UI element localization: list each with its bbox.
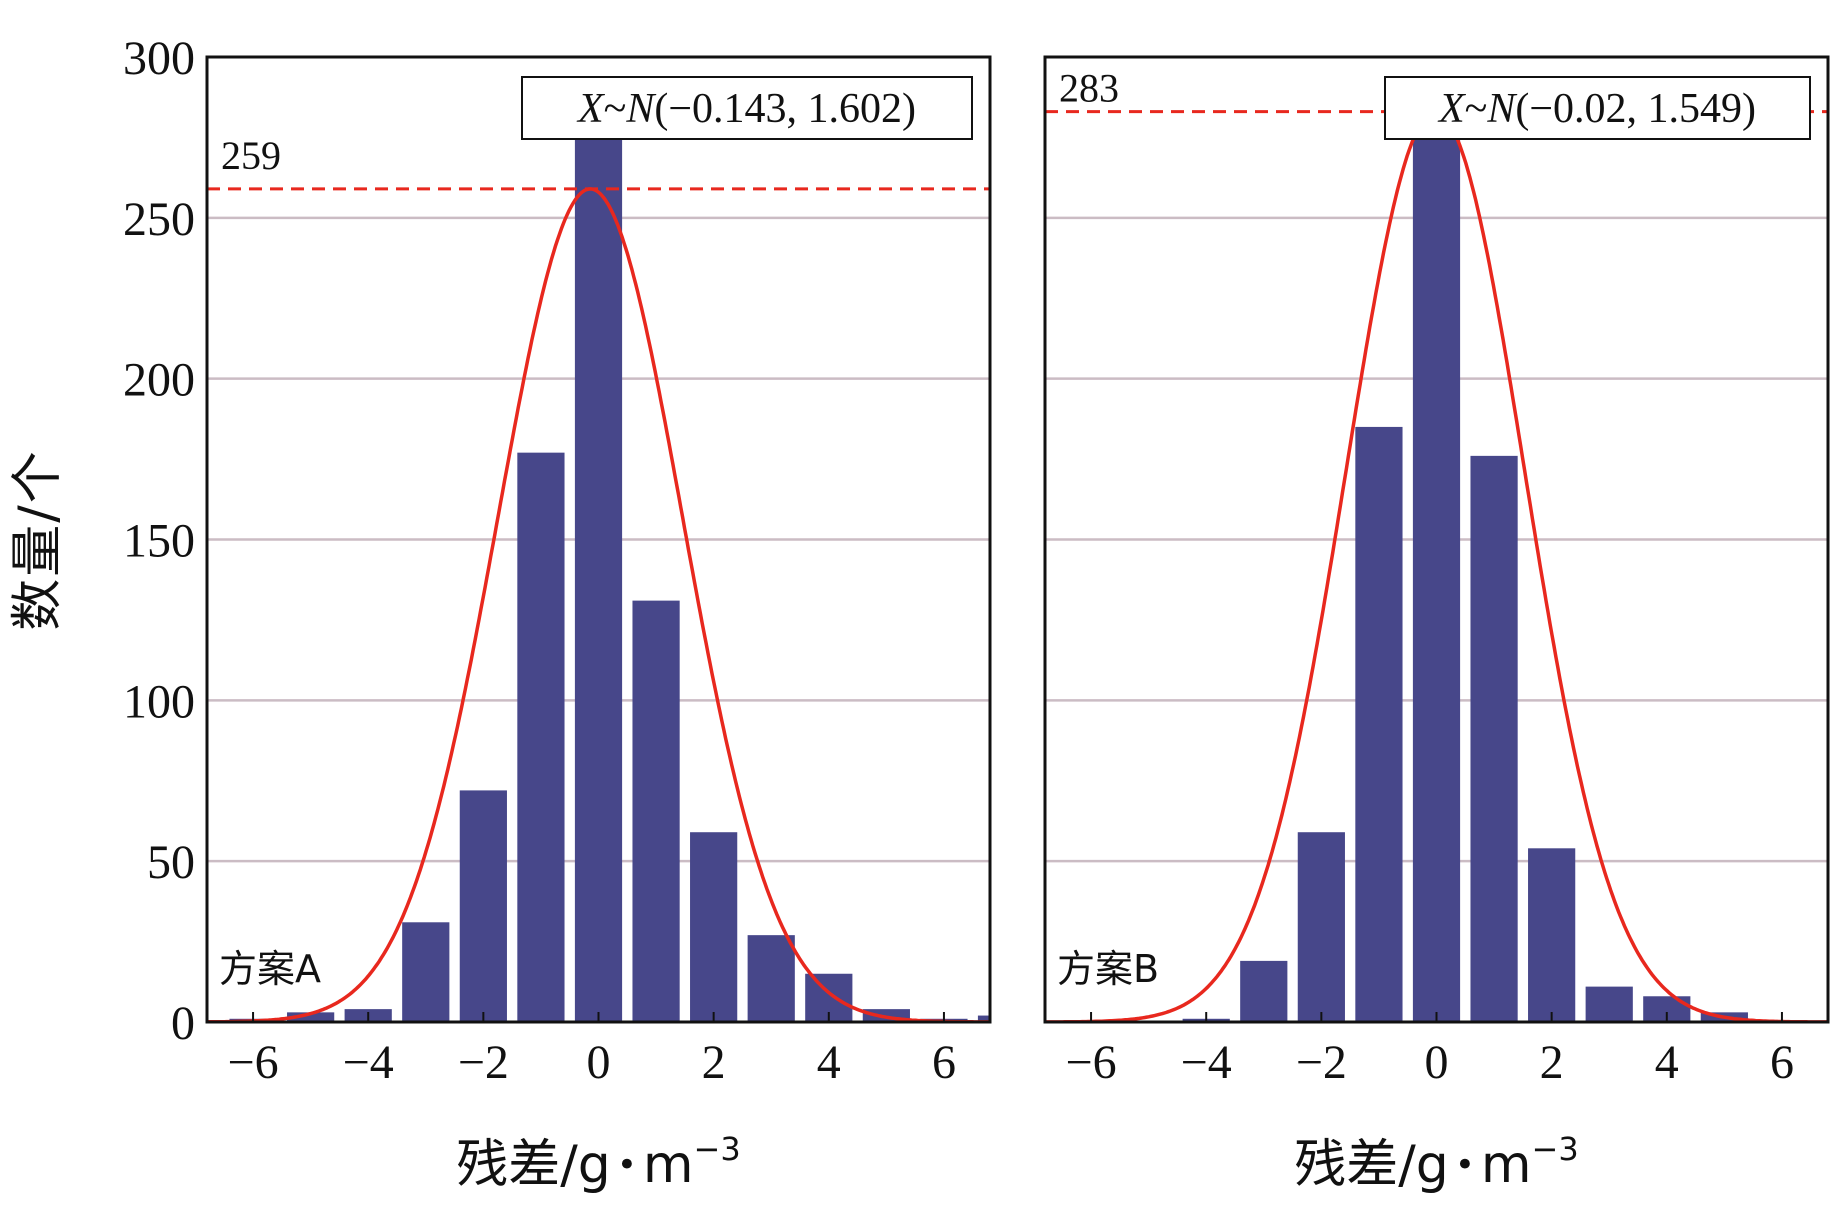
distribution-label-part: X bbox=[1437, 86, 1467, 132]
x-tick-label: −2 bbox=[458, 1036, 509, 1089]
x-axis-title-dot: • bbox=[617, 1145, 637, 1185]
peak-value-label: 259 bbox=[221, 133, 281, 178]
histogram-bar bbox=[459, 790, 507, 1022]
x-tick-label: 2 bbox=[702, 1036, 726, 1089]
histogram-bar bbox=[402, 922, 450, 1022]
distribution-label-part: (−0.143, 1.602) bbox=[654, 86, 916, 132]
peak-value-label: 283 bbox=[1059, 66, 1119, 111]
y-tick-label: 0 bbox=[171, 997, 195, 1050]
x-tick-label: −6 bbox=[1066, 1036, 1117, 1089]
y-axis-title: 数量/个 bbox=[8, 449, 68, 631]
distribution-box bbox=[521, 76, 973, 140]
distribution-label-part: X bbox=[576, 86, 606, 132]
x-tick-label: 2 bbox=[1540, 1036, 1564, 1089]
x-axis-title: 残差/g • m−3 bbox=[1294, 1130, 1578, 1195]
plot-area bbox=[207, 121, 990, 1022]
y-tick-label: 200 bbox=[123, 354, 195, 407]
x-tick-label: −6 bbox=[228, 1036, 279, 1089]
x-tick-label: 6 bbox=[932, 1036, 956, 1089]
distribution-box bbox=[1384, 76, 1811, 140]
y-tick-label: 250 bbox=[123, 193, 195, 246]
histogram-bar bbox=[632, 600, 680, 1022]
panel-label-a: 方案A bbox=[219, 947, 321, 991]
histogram-bar bbox=[1528, 848, 1576, 1022]
histogram-bar bbox=[1297, 832, 1345, 1022]
x-tick-label: 4 bbox=[1655, 1036, 1679, 1089]
x-tick-label: −4 bbox=[343, 1036, 394, 1089]
distribution-label-part: N bbox=[625, 86, 656, 132]
x-axis-title-unit: m bbox=[1481, 1135, 1532, 1195]
x-tick-label: 0 bbox=[587, 1036, 611, 1089]
panel-label-b: 方案B bbox=[1057, 947, 1159, 991]
x-axis-title-unit: m bbox=[643, 1135, 694, 1195]
distribution-label-part: (−0.02, 1.549) bbox=[1515, 86, 1756, 132]
x-axis-title-base: 残差/g bbox=[456, 1135, 611, 1195]
histogram-bar bbox=[1240, 960, 1288, 1022]
histogram-bar bbox=[517, 452, 565, 1022]
x-axis-title-base: 残差/g bbox=[1294, 1135, 1449, 1195]
x-axis-title-sup: −3 bbox=[694, 1130, 741, 1168]
y-tick-label: 50 bbox=[147, 836, 195, 889]
y-tick-label: 150 bbox=[123, 515, 195, 568]
x-tick-label: 4 bbox=[817, 1036, 841, 1089]
distribution-label-part: ~ bbox=[1465, 86, 1488, 132]
distribution-label: X~N(−0.02, 1.549) bbox=[1437, 86, 1756, 132]
plot-area bbox=[1045, 109, 1828, 1022]
panel-scheme-b: −6 −4 −2 0 2 4 6 283 X~N(−0.02, 1.549) 方案B 残差/g • m−… bbox=[1043, 55, 1830, 1195]
histogram-bar bbox=[747, 935, 795, 1022]
x-tick-label: 0 bbox=[1425, 1036, 1449, 1089]
histogram-bar bbox=[287, 1012, 335, 1022]
histogram-bar bbox=[1585, 986, 1633, 1022]
x-axis-title-dot: • bbox=[1455, 1145, 1475, 1185]
distribution-label-part: N bbox=[1486, 86, 1517, 132]
histogram-bar bbox=[690, 832, 738, 1022]
x-axis-title-sup: −3 bbox=[1532, 1130, 1579, 1168]
histogram-bar bbox=[977, 1015, 990, 1022]
x-tick-label: 6 bbox=[1770, 1036, 1794, 1089]
distribution-label-part: ~ bbox=[604, 86, 627, 132]
histogram-bar bbox=[1470, 455, 1518, 1022]
panel-scheme-a: −6 −4 −2 0 2 4 6 0 50 100 150 200 250 300 259 X~N(−0.14… bbox=[123, 32, 992, 1195]
x-tick-label: −4 bbox=[1181, 1036, 1232, 1089]
y-tick-label: 100 bbox=[123, 675, 195, 728]
x-axis-title: 残差/g • m−3 bbox=[456, 1130, 740, 1195]
y-tick-label: 300 bbox=[123, 32, 195, 85]
histogram-bar bbox=[574, 121, 623, 1022]
histogram-bar bbox=[1355, 426, 1403, 1022]
histogram-bar bbox=[1412, 121, 1461, 1022]
normal-fit-curve bbox=[207, 187, 990, 1022]
distribution-label: X~N(−0.143, 1.602) bbox=[576, 86, 916, 132]
x-tick-label: −2 bbox=[1296, 1036, 1347, 1089]
